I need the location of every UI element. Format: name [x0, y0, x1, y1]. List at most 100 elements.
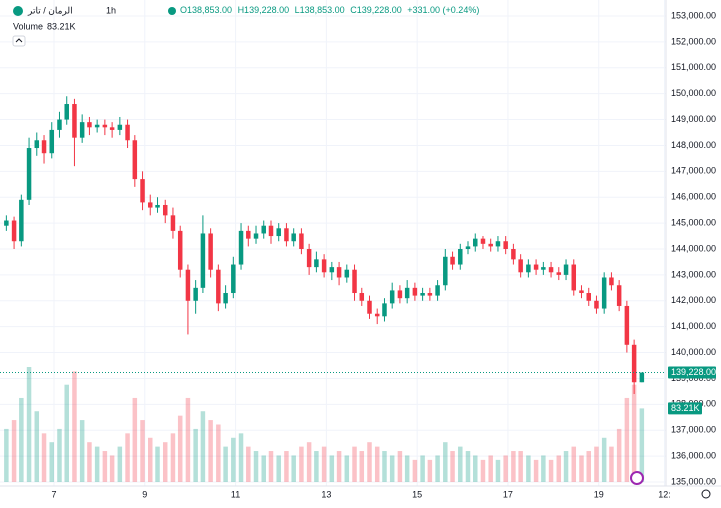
volume-bar [367, 442, 372, 482]
volume-bar [26, 367, 32, 482]
candle-body [579, 290, 584, 294]
y-tick-label: 147,000.00 [671, 166, 716, 176]
volume-bar [563, 451, 569, 482]
candle-body [586, 293, 591, 301]
volume-bar [329, 455, 335, 482]
volume-bar [541, 455, 546, 482]
volume-title: Volume [13, 21, 43, 31]
symbol[interactable]: الرمان / تاتر [27, 5, 73, 16]
volume-bar [594, 446, 599, 482]
volume-bar [132, 397, 138, 482]
candle-body [34, 140, 40, 149]
volume-bar [261, 455, 266, 482]
volume-bar [609, 446, 614, 482]
volume-bar [427, 459, 433, 482]
y-tick-label: 141,000.00 [671, 321, 716, 331]
volume-bar [631, 384, 637, 482]
candle-body [427, 293, 433, 296]
axis-layer: 135,000.00136,000.00137,000.00138,000.00… [52, 10, 717, 499]
candle-body [336, 267, 342, 278]
candle-body [443, 256, 448, 286]
volume-bar [548, 459, 554, 482]
candle-body [170, 215, 176, 231]
candle-body [238, 230, 244, 265]
volume-bar [450, 451, 455, 482]
candle-body [87, 122, 92, 128]
candle-body [488, 243, 493, 247]
header: الرمان / تاتر 1h O138,853.00 H139,228.00… [12, 5, 479, 47]
candle-body [526, 264, 531, 273]
volume-bar [208, 420, 213, 482]
open-value: O138,853.00 [180, 5, 232, 15]
volume-bar [420, 455, 425, 482]
y-tick-label: 136,000.00 [671, 450, 716, 460]
collapse-button[interactable] [12, 35, 26, 47]
volume-bar [586, 451, 591, 482]
volume-bar [177, 415, 183, 482]
candle-body [450, 256, 455, 265]
candle-body [321, 259, 327, 273]
volume-bar [443, 442, 448, 482]
volume-value: 83.21K [47, 21, 76, 31]
grid [0, 0, 666, 486]
low-value: L138,853.00 [295, 5, 345, 15]
y-tick-label: 151,000.00 [671, 62, 716, 72]
candle-body [352, 269, 357, 294]
volume-bar [299, 446, 304, 482]
candle-body [344, 269, 350, 278]
volume-bar [601, 437, 607, 482]
candle-body [261, 225, 266, 234]
candle-body [435, 285, 440, 296]
volume-bar [102, 451, 108, 482]
volume-bar [200, 411, 206, 482]
candle-body [563, 264, 569, 275]
candle-body [162, 204, 168, 216]
candle-body [276, 228, 281, 237]
candle-body [609, 277, 614, 286]
volume-bar [571, 446, 577, 482]
candle-body [291, 233, 296, 242]
volume-bar [49, 442, 55, 482]
candle-body [495, 241, 501, 247]
event-icon[interactable] [630, 471, 644, 485]
candle-body [594, 300, 599, 309]
candle-body [140, 179, 145, 203]
volume-bar [465, 451, 471, 482]
volume-bar [389, 455, 395, 482]
volume-bar [382, 451, 387, 482]
candle-body [382, 303, 387, 317]
ohlc-values: O138,853.00 H139,228.00 L138,853.00 C139… [180, 5, 479, 15]
volume-bar [533, 459, 539, 482]
volume-bar [511, 451, 516, 482]
settings-icon[interactable] [701, 489, 711, 499]
candle-body [420, 293, 425, 296]
volume-bar [19, 397, 24, 482]
volume-label-box [668, 402, 702, 415]
candle-body [465, 246, 471, 249]
candle-body [109, 127, 115, 130]
symbol-icon[interactable] [13, 6, 23, 16]
y-tick-label: 150,000.00 [671, 88, 716, 98]
candle-body [49, 129, 55, 154]
candle-body [19, 199, 24, 242]
candle-body [208, 233, 213, 270]
volume-bar [185, 397, 191, 482]
candle-body [571, 264, 577, 291]
candle-body [556, 272, 562, 275]
volume-bar [140, 420, 145, 482]
candle-body [185, 269, 191, 301]
volume-bar [276, 455, 281, 482]
interval[interactable]: 1h [106, 5, 116, 15]
volume-bar [336, 451, 342, 482]
last-price-label: 139,228.00 [671, 367, 716, 377]
candle-body [511, 249, 516, 260]
volume-bar [306, 442, 312, 482]
y-tick-label: 144,000.00 [671, 243, 716, 253]
candle-layer [0, 96, 665, 394]
x-tick-label: 13 [321, 489, 331, 499]
candle-body [397, 290, 403, 299]
candle-body [473, 238, 478, 247]
candle-body [616, 285, 622, 306]
volume-bar [64, 384, 69, 482]
volume-bar [34, 411, 40, 482]
